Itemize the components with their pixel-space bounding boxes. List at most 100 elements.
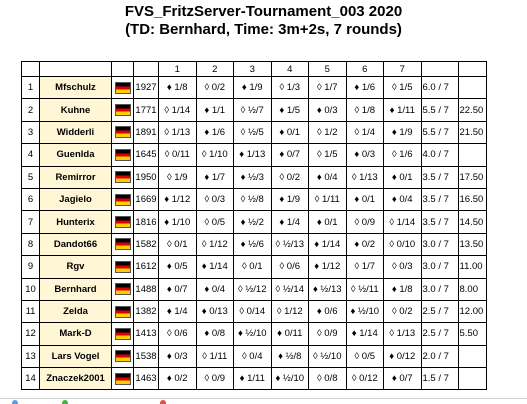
player-flag [111,367,134,391]
game-result: ◊ 0/3 [383,255,422,279]
game-result: ♦ 0/4 [308,165,347,189]
table-row: 13 Lars Vogel 1538 ♦ 0/3 ◊ 1/11 ◊ 0/4 ♦ ½/8 ◊ ½… [21,344,487,369]
player-elo: 1771 [133,98,159,122]
player-tiebreak: 14.50 [457,210,487,234]
player-tiebreak: 11.00 [457,255,487,279]
table-row: 8 Dandot66 1582 ◊ 0/1 ◊ 1/12 ♦ ½/6 ◊ ½/13 ♦ 1/1… [21,232,487,257]
player-points: 5.5 / 7 [420,98,459,122]
game-result: ♦ ½/6 [233,232,272,257]
crosstable: 1 2 3 4 5 6 7 1 Mfschulz 1927 ♦ 1/8 ◊ 0/2 ♦ 1/9 ◊ 1/3… [21,61,487,391]
game-result: ♦ ½/8 [270,344,309,369]
game-result: ♦ 1/6 [345,75,384,100]
game-result: ♦ 0/7 [158,277,197,301]
player-tiebreak [457,143,487,167]
game-result: ♦ ½/10 [345,299,384,324]
player-rank: 6 [21,187,40,212]
game-result: ◊ 1/4 [345,120,384,145]
game-result: ◊ 1/14 [158,98,197,122]
player-rank: 13 [21,344,40,369]
game-result: ◊ 1/2 [308,120,347,145]
header-cell-name [39,61,112,77]
status-dot-icon [160,400,166,404]
game-result: ♦ 0/1 [345,187,384,212]
player-name: Jagielo [39,187,112,212]
header-cell-points [420,61,459,77]
game-result: ♦ ½/3 [233,165,272,189]
game-result: ♦ 1/12 [158,187,197,212]
round-header: 1 [158,61,197,77]
game-result: ♦ 1/14 [195,255,234,279]
player-name: Mfschulz [39,75,112,100]
player-rank: 10 [21,277,40,301]
game-result: ◊ 0/5 [195,210,234,234]
game-result: ♦ 1/11 [383,98,422,122]
table-row: 6 Jagielo 1669 ♦ 1/12 ◊ 0/3 ◊ ½/8 ♦ 1/9 ◊ 1/11 ♦… [21,187,487,212]
game-result: ◊ ½/12 [233,277,272,301]
player-points: 6.0 / 7 [420,75,459,100]
player-elo: 1612 [133,255,159,279]
header-cell-flag [111,61,134,77]
player-rank: 11 [21,299,40,324]
header-cell-no [21,61,40,77]
round-header: 5 [308,61,347,77]
round-header: 4 [270,61,309,77]
player-points: 1.5 / 7 [420,367,459,391]
game-result: ◊ 1/6 [383,143,422,167]
game-result: ♦ 0/3 [308,98,347,122]
game-result: ♦ 1/14 [345,322,384,346]
player-flag [111,277,134,301]
germany-flag-icon [114,216,131,229]
player-rank: 12 [21,322,40,346]
player-flag [111,187,134,212]
player-flag [111,98,134,122]
germany-flag-icon [114,260,131,273]
game-result: ◊ 1/5 [308,143,347,167]
player-name: Hunterix [39,210,112,234]
table-row: 10 Bernhard 1488 ♦ 0/7 ♦ 0/4 ◊ ½/12 ◊ ½/14 ♦ ½/… [21,277,487,301]
game-result: ◊ 0/9 [195,367,234,391]
game-result: ◊ 1/7 [345,255,384,279]
germany-flag-icon [114,148,131,161]
game-result: ◊ 1/9 [158,165,197,189]
player-rank: 1 [21,75,40,100]
game-result: ◊ ½/14 [270,277,309,301]
header-cell-tiebreak [457,61,487,77]
game-result: ♦ 1/9 [383,120,422,145]
player-name: Widderli [39,120,112,145]
player-tiebreak [457,344,487,369]
player-tiebreak: 12.00 [457,299,487,324]
player-elo: 1463 [133,367,159,391]
round-header: 3 [233,61,272,77]
player-rank: 2 [21,98,40,122]
player-points: 3.0 / 7 [420,277,459,301]
germany-flag-icon [114,104,131,117]
game-result: ♦ 1/8 [158,75,197,100]
player-points: 3.5 / 7 [420,187,459,212]
player-elo: 1669 [133,187,159,212]
player-flag [111,210,134,234]
game-result: ◊ 1/8 [345,98,384,122]
player-elo: 1582 [133,232,159,257]
player-points: 3.5 / 7 [420,165,459,189]
status-dot-icon [62,400,68,404]
player-elo: 1382 [133,299,159,324]
round-header: 7 [383,61,422,77]
player-points: 5.5 / 7 [420,120,459,145]
player-flag [111,299,134,324]
germany-flag-icon [114,238,131,251]
game-result: ♦ 1/1 [195,98,234,122]
table-row: 5 Remirror 1950 ◊ 1/9 ♦ 1/7 ♦ ½/3 ◊ 0/2 ♦ 0/4 ◊ … [21,165,487,189]
game-result: ◊ 0/2 [270,165,309,189]
game-result: ◊ 0/1 [158,232,197,257]
game-result: ◊ 0/6 [270,255,309,279]
game-result: ◊ 1/7 [308,75,347,100]
germany-flag-icon [114,193,131,206]
game-result: ◊ 0/6 [158,322,197,346]
player-points: 3.5 / 7 [420,210,459,234]
player-tiebreak [457,367,487,391]
table-row: 2 Kuhne 1771 ◊ 1/14 ♦ 1/1 ◊ ½/7 ♦ 1/5 ♦ 0/3 ◊ 1/… [21,98,487,122]
player-tiebreak: 5.50 [457,322,487,346]
game-result: ♦ 0/4 [195,277,234,301]
player-name: Mark-D [39,322,112,346]
game-result: ◊ 1/13 [158,120,197,145]
